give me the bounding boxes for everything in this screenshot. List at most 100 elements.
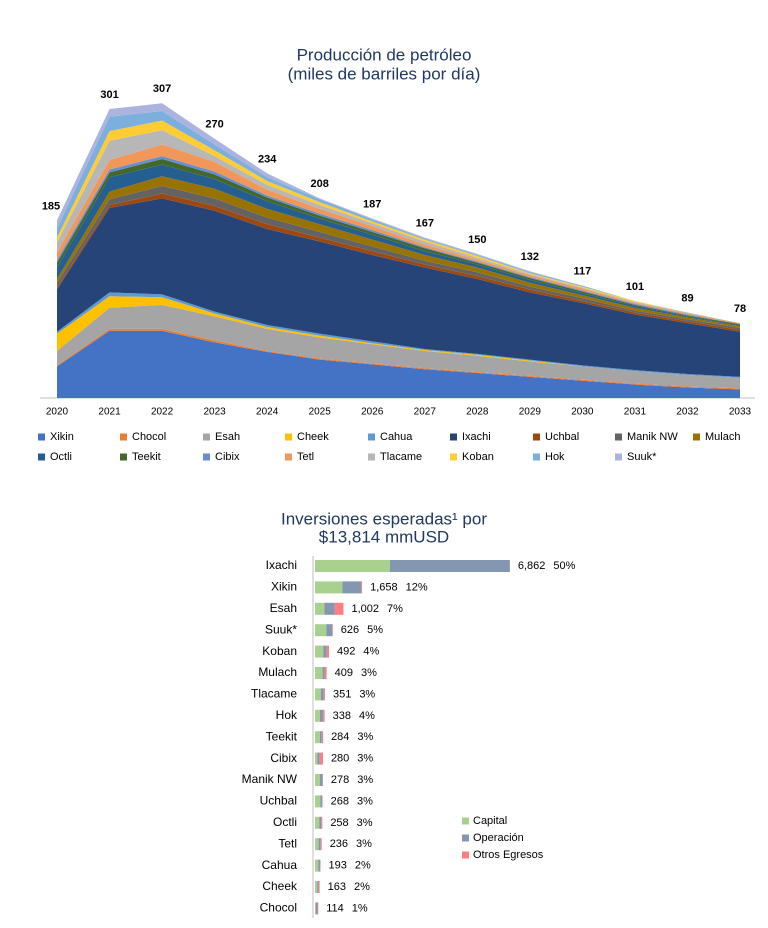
legend-swatch	[533, 453, 540, 461]
bar-segment	[334, 602, 344, 615]
area-series	[57, 185, 740, 330]
total-label: 185	[42, 200, 60, 212]
y-tick-label: Esah	[270, 601, 297, 615]
legend-label: Operación	[473, 832, 524, 844]
chart-subtitle: (miles de barriles por día)	[288, 64, 481, 83]
total-label: 193 2%	[328, 860, 370, 872]
share-value: 3%	[356, 838, 372, 850]
bar-segment	[321, 816, 323, 829]
bar-segment	[323, 688, 325, 701]
total-label: 101	[626, 281, 644, 293]
bar-segment	[319, 709, 324, 722]
total-label: 89	[681, 292, 693, 304]
legend-swatch	[120, 433, 127, 441]
total-label: 114 1%	[326, 902, 368, 914]
y-tick-label: Koban	[262, 644, 297, 658]
y-tick-label: Xikin	[271, 580, 297, 594]
legend-swatch	[203, 453, 210, 461]
legend-swatch	[120, 453, 127, 461]
bar-segment	[315, 688, 321, 701]
legend-label: Otros Egresos	[473, 849, 544, 861]
chart-title: Producción de petróleo	[297, 45, 472, 64]
x-tick-label: 2033	[729, 407, 752, 418]
total-value: 163	[328, 881, 346, 893]
total-label: 167	[416, 218, 434, 230]
total-label: 626 5%	[341, 624, 383, 636]
bar-segment	[315, 752, 318, 765]
bar-segment	[324, 667, 327, 679]
bar-segment	[323, 645, 327, 658]
x-tick-label: 2023	[203, 407, 226, 418]
total-value: 626	[341, 624, 359, 636]
legend-swatch	[450, 433, 457, 441]
share-value: 2%	[354, 881, 370, 893]
total-label: 117	[574, 266, 592, 278]
legend-label: Koban	[462, 451, 494, 463]
legend-label: Tlacame	[380, 451, 422, 463]
bar-segment	[319, 859, 321, 872]
y-tick-label: Cibix	[270, 751, 297, 765]
bar-segment	[317, 752, 320, 765]
bar-segment	[318, 881, 320, 893]
total-value: 351	[333, 688, 351, 700]
total-value: 492	[337, 646, 355, 658]
legend-label: Teekit	[132, 451, 161, 463]
legend-swatch	[450, 453, 457, 461]
share-value: 3%	[357, 753, 373, 765]
share-value: 7%	[387, 603, 403, 615]
total-value: 409	[335, 667, 353, 679]
x-tick-label: 2020	[46, 407, 69, 418]
y-tick-label: Mulach	[258, 665, 297, 679]
x-tick-label: 2022	[151, 407, 174, 418]
bar-segment	[315, 902, 316, 915]
total-label: 280 3%	[331, 753, 373, 765]
total-label: 163 2%	[328, 881, 370, 893]
share-value: 2%	[355, 860, 371, 872]
total-label: 278 3%	[331, 774, 373, 786]
legend-label: Chocol	[132, 431, 166, 443]
bar-segment	[315, 709, 320, 722]
total-value: 1,658	[370, 581, 398, 593]
legend-label: Xikin	[50, 431, 74, 443]
bar-segment	[319, 731, 322, 744]
legend-swatch	[368, 453, 375, 461]
bar-segment	[342, 581, 362, 594]
bar-segment	[320, 688, 324, 701]
legend-swatch	[533, 433, 540, 441]
bar-segment	[315, 881, 318, 893]
y-tick-label: Uchbal	[260, 794, 297, 808]
total-label: 78	[734, 303, 746, 315]
y-tick-label: Chocol	[260, 901, 297, 915]
legend-label: Hok	[545, 451, 565, 463]
total-label: 270	[205, 119, 223, 131]
total-value: 6,862	[518, 560, 546, 572]
chart-title: Inversiones esperadas¹ por	[281, 509, 487, 528]
y-tick-label: Ixachi	[266, 558, 297, 572]
bar-segment	[315, 624, 327, 637]
bar-segment	[361, 581, 363, 594]
bar-segment	[319, 816, 322, 829]
legend-swatch	[693, 433, 700, 441]
y-tick-label: Manik NW	[242, 772, 298, 786]
x-tick-label: 2021	[98, 407, 121, 418]
total-label: 150	[468, 234, 486, 246]
y-tick-label: Tetl	[278, 836, 297, 850]
bar-segment	[318, 838, 321, 851]
bar-segment	[389, 560, 510, 572]
legend-swatch	[462, 817, 469, 825]
area-series	[57, 144, 740, 325]
bar-segment	[326, 645, 329, 658]
total-label: 6,862 50%	[518, 560, 576, 572]
legend-label: Ixachi	[462, 431, 491, 443]
total-value: 278	[331, 774, 349, 786]
legend-label: Capital	[473, 815, 507, 827]
bar-segment	[320, 838, 322, 851]
share-value: 3%	[357, 774, 373, 786]
legend-label: Suuk*	[627, 451, 657, 463]
share-value: 12%	[406, 581, 428, 593]
legend-swatch	[38, 453, 45, 461]
total-label: 187	[363, 198, 381, 210]
bar-segment	[315, 795, 321, 808]
x-tick-label: 2025	[309, 407, 332, 418]
